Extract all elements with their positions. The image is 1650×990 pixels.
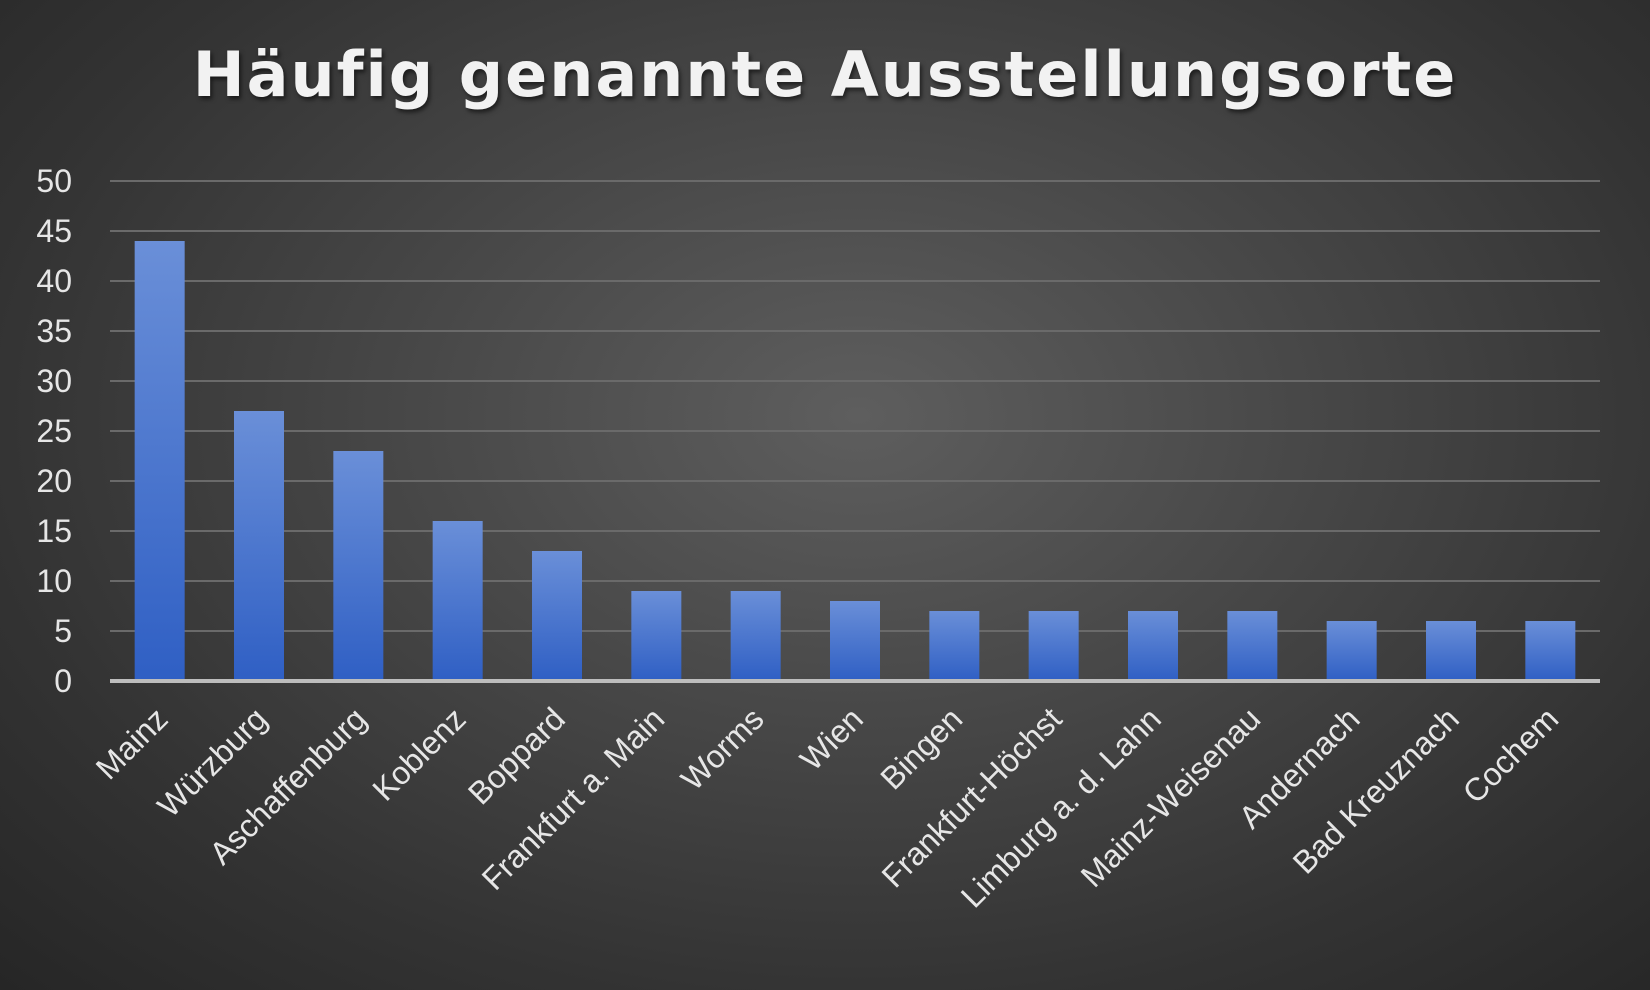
x-tick-label: Bingen: [873, 700, 969, 796]
y-tick-label: 30: [36, 363, 72, 399]
x-tick-label: Worms: [674, 700, 771, 797]
y-tick-label: 50: [36, 163, 72, 199]
bar-worms: [730, 591, 781, 681]
y-tick-label: 10: [36, 563, 72, 599]
bars: [134, 241, 1576, 681]
bar-mainz: [134, 241, 185, 681]
bar-wien: [830, 601, 880, 681]
x-tick-label: Mainz-Weisenau: [1074, 700, 1268, 894]
x-tick-label: Mainz: [89, 700, 175, 786]
bar-bingen: [929, 611, 980, 681]
y-axis-ticks: 0 5 10 15 20 25 30 35 40 45 50: [36, 163, 72, 699]
y-tick-label: 5: [54, 613, 72, 649]
bar-aschaffenburg: [333, 451, 384, 681]
y-tick-label: 45: [36, 213, 72, 249]
bar-andernach: [1326, 621, 1377, 681]
y-tick-label: 20: [36, 463, 72, 499]
bar-frankfurt-höchst: [1028, 611, 1079, 681]
y-tick-label: 40: [36, 263, 72, 299]
bar-cochem: [1525, 621, 1576, 681]
x-tick-label: Wien: [793, 700, 870, 777]
bar-würzburg: [234, 411, 284, 681]
x-axis-ticks: MainzWürzburgAschaffenburgKoblenzBoppard…: [89, 700, 1565, 914]
bar-koblenz: [432, 521, 483, 681]
bar-limburg-a-d-lahn: [1128, 611, 1178, 681]
x-tick-label: Frankfurt-Höchst: [875, 700, 1069, 894]
y-tick-label: 25: [36, 413, 72, 449]
x-tick-label: Cochem: [1456, 700, 1566, 810]
bar-bad-kreuznach: [1426, 621, 1476, 681]
y-tick-label: 15: [36, 513, 72, 549]
bar-frankfurt-a-main: [631, 591, 682, 681]
x-tick-label: Frankfurt a. Main: [475, 700, 671, 896]
chart-title: Häufig genannte Ausstellungsorte: [192, 38, 1458, 111]
x-tick-label: Koblenz: [365, 700, 472, 807]
y-tick-label: 0: [54, 663, 72, 699]
y-tick-label: 35: [36, 313, 72, 349]
bar-mainz-weisenau: [1227, 611, 1278, 681]
bar-boppard: [532, 551, 582, 681]
